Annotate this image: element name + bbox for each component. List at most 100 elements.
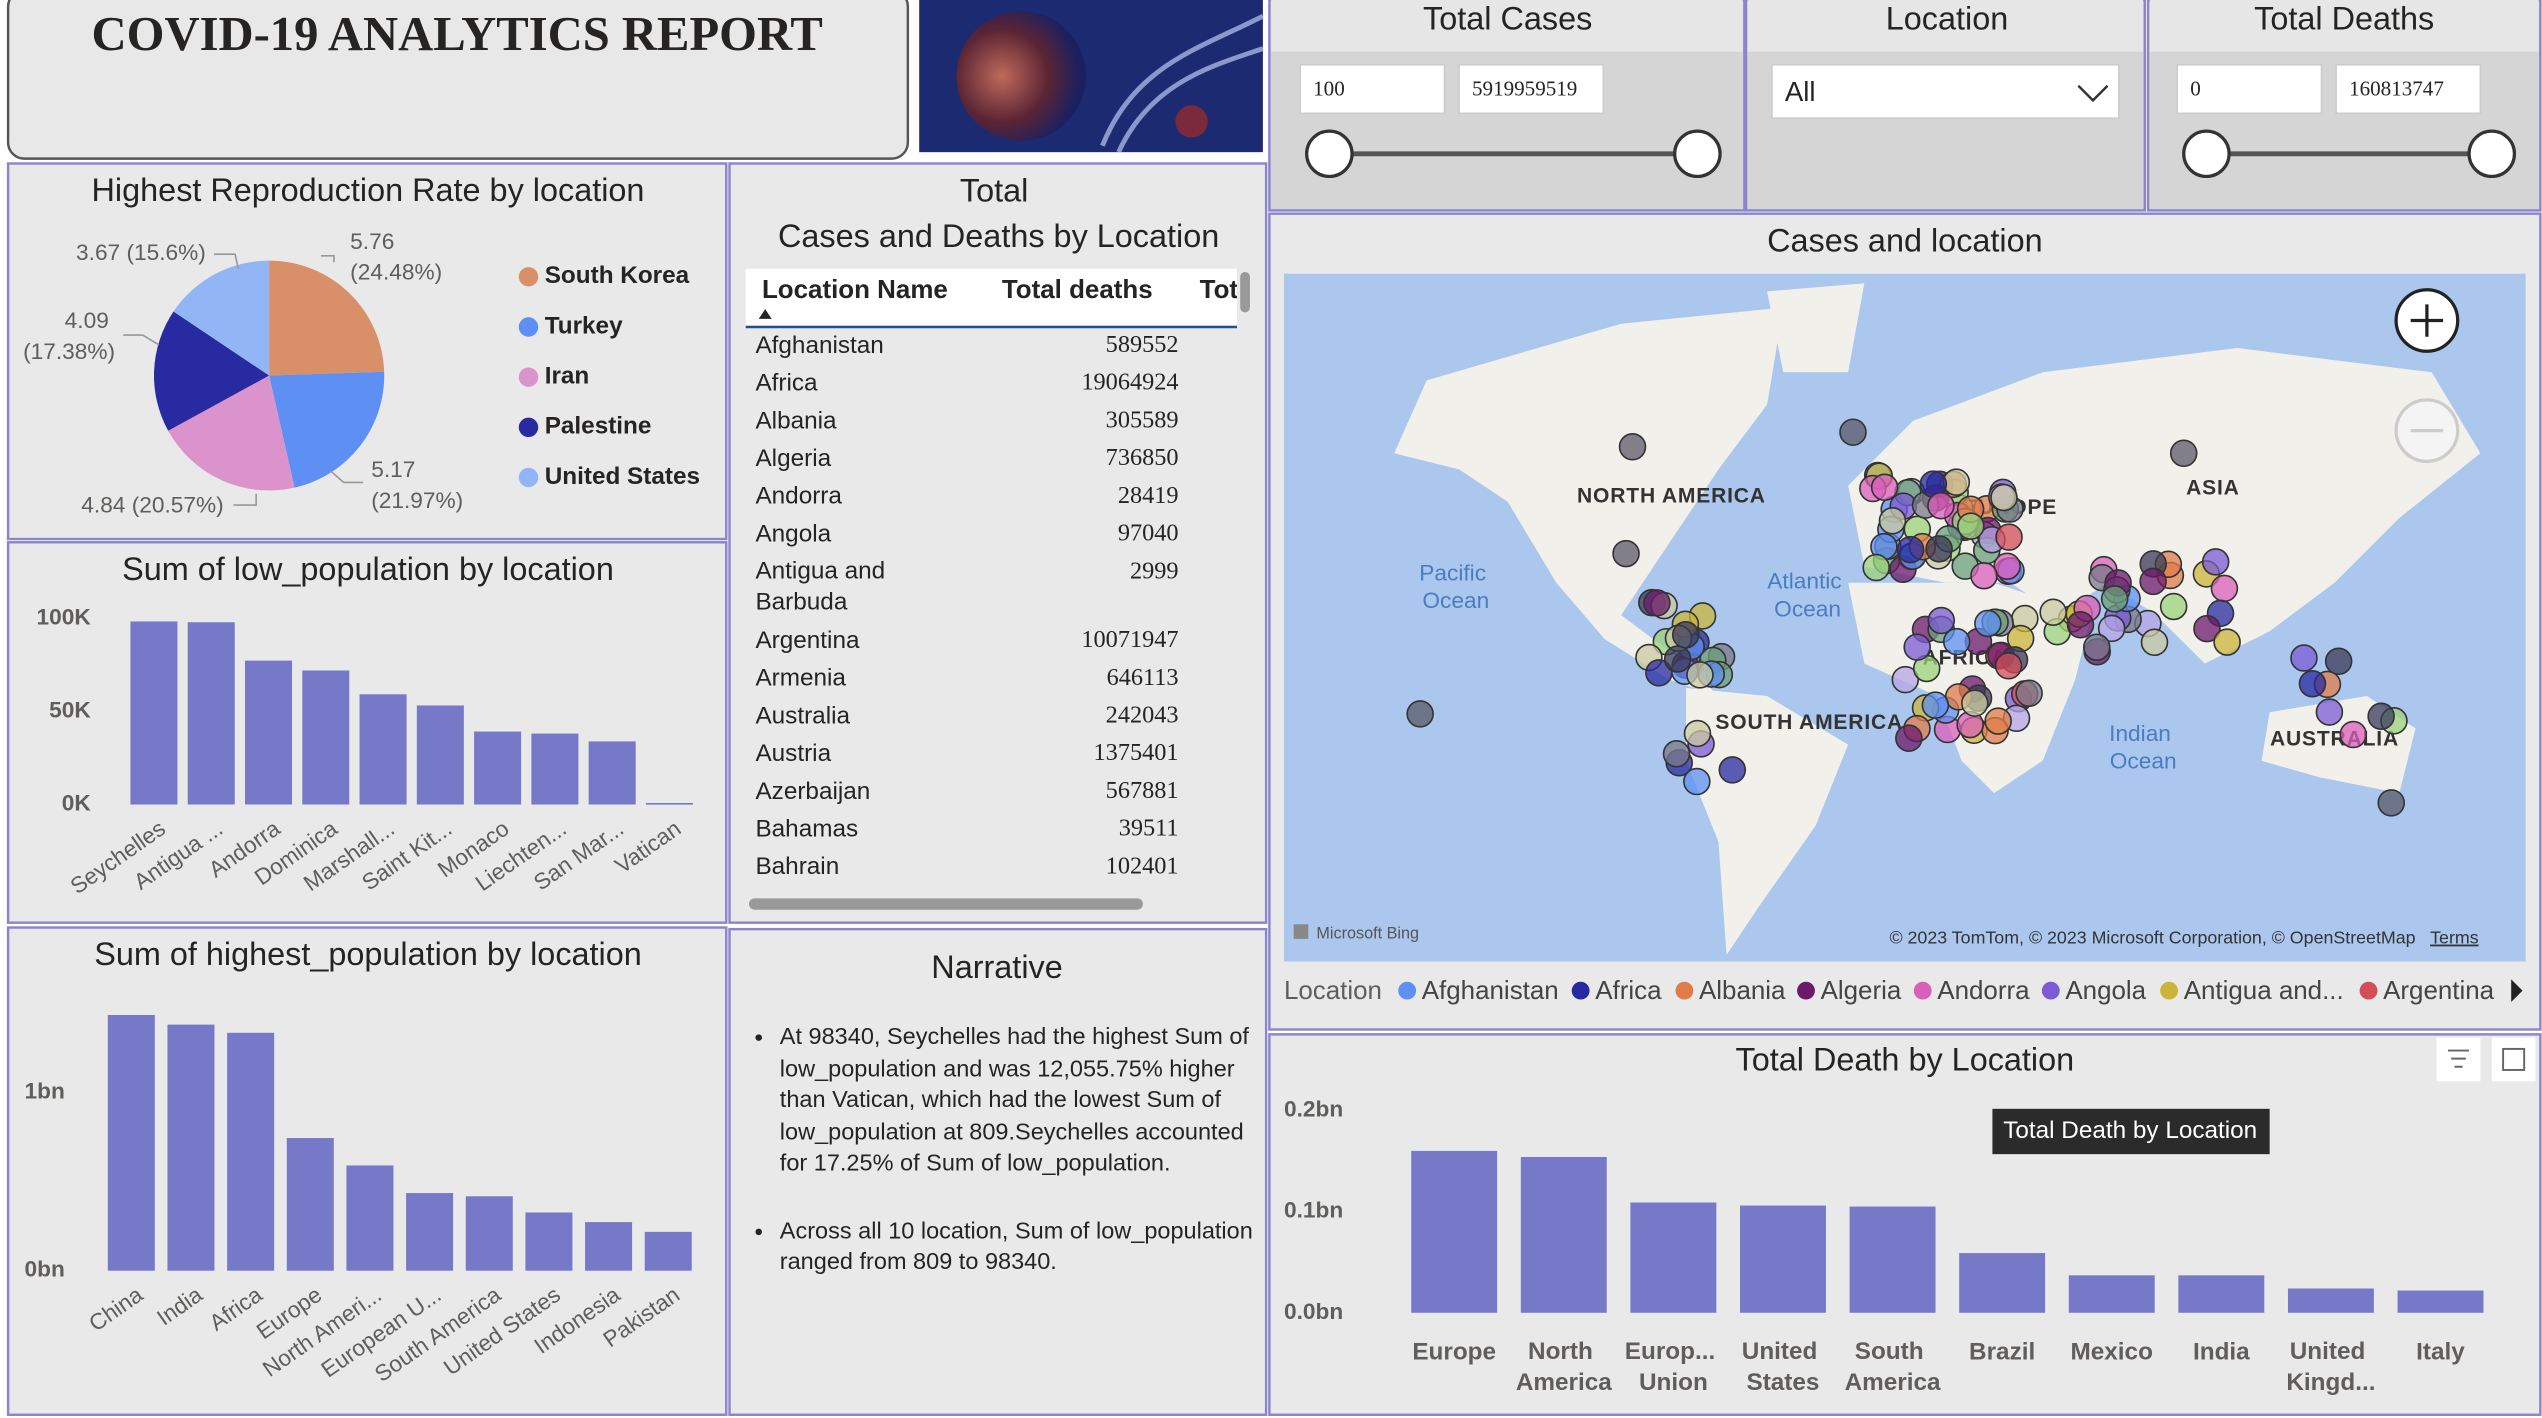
- bar: [167, 1024, 215, 1271]
- cell-deaths: 646113: [1107, 664, 1179, 691]
- cell-location: Bahamas: [755, 816, 858, 843]
- slider-handle[interactable]: [2182, 129, 2231, 179]
- dropdown-value[interactable]: All: [1785, 76, 1816, 107]
- leader-line: [330, 470, 364, 484]
- table-title: Total Cases and Deaths by Location: [778, 172, 1219, 253]
- map-attribution[interactable]: © 2023 TomTom, © 2023 Microsoft Corporat…: [1889, 928, 2415, 948]
- input-box[interactable]: [1299, 63, 1446, 115]
- bar: [644, 1231, 692, 1271]
- map-bubble: [1683, 719, 1712, 748]
- map-bubble: [1683, 767, 1711, 796]
- legend-label: Afghanistan: [1422, 977, 1559, 1005]
- map-bubble: [1618, 433, 1647, 461]
- slider-handle[interactable]: [1305, 129, 1354, 179]
- y-tick-label: 100K: [37, 603, 92, 629]
- dna-image: [1100, 14, 1265, 154]
- input-box[interactable]: [2335, 63, 2482, 115]
- legend-label: Antigua and...: [2184, 977, 2344, 1005]
- map-bubble: [1862, 553, 1890, 582]
- map-bubble: [1612, 539, 1640, 568]
- bar: [1959, 1253, 2046, 1313]
- map-provider: Microsoft Bing: [1316, 924, 1419, 942]
- bar: [474, 731, 522, 805]
- legend-swatch: [2160, 981, 2179, 1000]
- filter-glyph[interactable]: [2447, 1049, 2470, 1068]
- map-bubble: [2159, 592, 2188, 621]
- legend-next[interactable]: [2511, 979, 2523, 1002]
- min-input[interactable]: 0: [2190, 76, 2201, 100]
- map-bubble: [2201, 548, 2230, 576]
- slicer-total-deaths: Total Deaths 0 160813747: [2146, 0, 2542, 212]
- chevron[interactable]: [2077, 84, 2109, 103]
- land: [1686, 687, 1849, 956]
- input-box[interactable]: [1458, 63, 1605, 115]
- map-bubble: [2193, 614, 2221, 643]
- narrative-title: Narrative: [931, 949, 1062, 985]
- legend-swatch: [518, 267, 539, 287]
- slider-handle[interactable]: [2467, 129, 2517, 179]
- bar: [130, 621, 178, 805]
- map-terms[interactable]: Terms: [2430, 928, 2479, 948]
- bar: [1630, 1202, 1717, 1313]
- slider-handle[interactable]: [1673, 129, 1722, 179]
- legend-label: Angola: [2065, 977, 2146, 1005]
- zoom-in-icon[interactable]: [2410, 304, 2444, 337]
- map-bubble: [1663, 645, 1692, 673]
- max-input[interactable]: 5919959519: [1472, 76, 1577, 100]
- column-header: Total deaths: [1002, 276, 1153, 304]
- dropdown[interactable]: [1771, 63, 2120, 119]
- leader-line: [123, 334, 160, 346]
- map-bubble: [2140, 628, 2169, 657]
- x-tick-label: North America: [1516, 1339, 1612, 1397]
- map-bubble: [1994, 652, 2023, 680]
- focus-glyph[interactable]: [2502, 1047, 2526, 1071]
- bar: [585, 1222, 633, 1271]
- focus-icon[interactable]: [2491, 1037, 2536, 1082]
- map-bubble: [2100, 585, 2129, 613]
- map-bubble: [2039, 598, 2067, 626]
- cell-location: Afghanistan: [755, 332, 883, 359]
- legend-swatch: [518, 467, 539, 488]
- data-label: 3.67 (15.6%): [76, 239, 206, 265]
- bar: [1849, 1206, 1936, 1313]
- bar: [2068, 1275, 2155, 1313]
- h-scrollbar[interactable]: [748, 898, 1143, 910]
- map-bubble: [1995, 523, 2023, 551]
- leader-line: [233, 493, 257, 506]
- x-tick-label: Mexico: [2071, 1339, 2153, 1366]
- map-bubble: [1718, 756, 1747, 784]
- map-bubble: [1942, 627, 1971, 656]
- y-tick-label: 0K: [62, 790, 92, 816]
- cell-deaths: 97040: [1118, 520, 1179, 547]
- x-tick-label: South America: [1845, 1339, 1941, 1397]
- land: [1848, 348, 2481, 664]
- max-input[interactable]: 160813747: [2349, 76, 2444, 100]
- narrative-bullet: Across all 10 location, Sum of low_popul…: [780, 1216, 1257, 1279]
- min-input[interactable]: 100: [1313, 76, 1345, 100]
- map-bubble: [1406, 700, 1434, 728]
- continent-label: AUSTRALIA: [2270, 727, 2399, 750]
- bar: [227, 1032, 275, 1271]
- slicer-title: Total Deaths: [2254, 1, 2434, 37]
- map-bubble: [1839, 418, 1867, 446]
- legend-title: Location: [1284, 977, 1382, 1005]
- map-bubble: [2015, 679, 2043, 708]
- land: [1394, 307, 1784, 697]
- legend-label: United States: [545, 463, 700, 490]
- v-scrollbar[interactable]: [1240, 271, 1250, 313]
- bar: [406, 1193, 454, 1271]
- x-tick-label: Brazil: [1969, 1339, 2035, 1366]
- bar: [107, 1015, 155, 1271]
- sort-arrow[interactable]: [758, 309, 772, 319]
- map-bubble: [1970, 561, 1998, 590]
- input-box[interactable]: [2176, 63, 2323, 115]
- header-box: [6, 0, 910, 160]
- cell-location: Bahrain: [755, 853, 839, 880]
- map-bubble: [2367, 702, 2395, 731]
- map-bubble: [1895, 724, 1923, 752]
- x-tick-label: United States: [1742, 1339, 1824, 1397]
- legend-label: Albania: [1699, 977, 1786, 1005]
- bar: [244, 660, 293, 805]
- map-bubble: [1993, 552, 2021, 580]
